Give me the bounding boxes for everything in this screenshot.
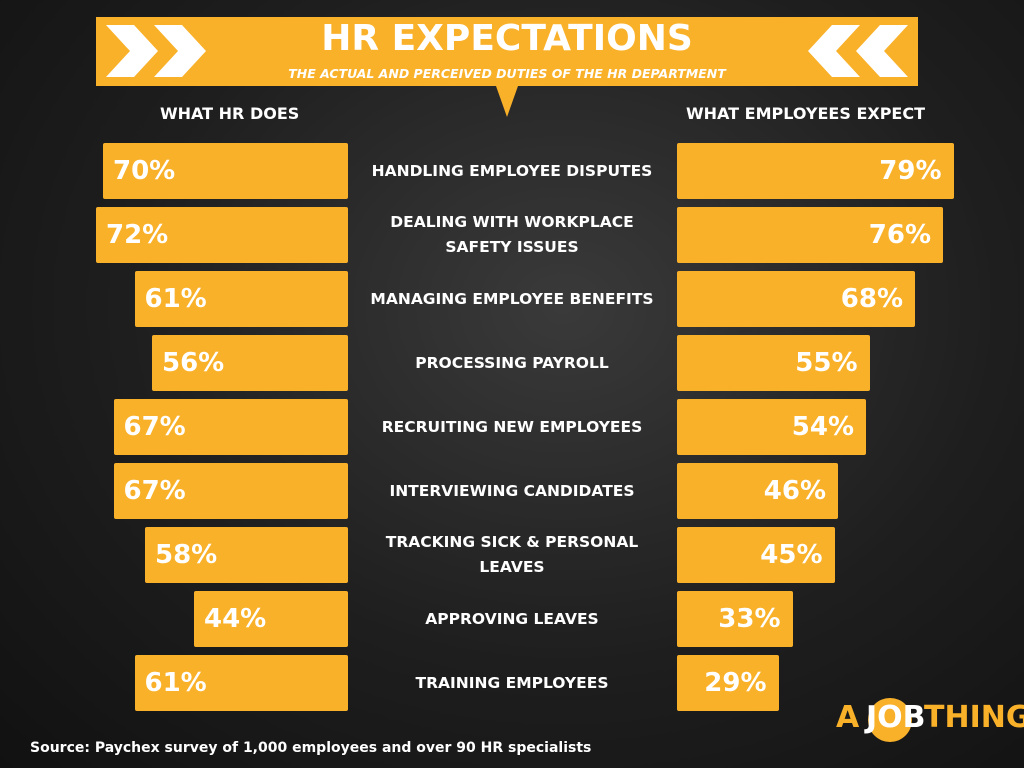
- source-note: Source: Paychex survey of 1,000 employee…: [30, 740, 592, 756]
- legend-right: WHAT EMPLOYEES EXPECT: [686, 104, 926, 123]
- category-label: TRAINING EMPLOYEES: [415, 673, 609, 692]
- value-label: 76%: [868, 220, 931, 250]
- category-label: PROCESSING PAYROLL: [415, 353, 609, 372]
- bar: [677, 143, 954, 199]
- value-label: 55%: [795, 348, 858, 378]
- bar: [677, 271, 915, 327]
- bar: [677, 655, 779, 711]
- bar: [677, 399, 866, 455]
- value-label: 70%: [113, 156, 176, 186]
- bar: [677, 463, 838, 519]
- category-label: MANAGING EMPLOYEE BENEFITS: [370, 289, 654, 308]
- bar: [677, 527, 835, 583]
- bar: [96, 207, 348, 263]
- category-label: DEALING WITH WORKPLACE SAFETY ISSUES: [390, 213, 634, 256]
- value-label: 45%: [760, 540, 823, 570]
- category-label: APPROVING LEAVES: [425, 609, 599, 628]
- bar: [677, 591, 793, 647]
- chart-subtitle: THE ACTUAL AND PERCEIVED DUTIES OF THE H…: [288, 66, 726, 81]
- category-label: INTERVIEWING CANDIDATES: [389, 481, 635, 500]
- title-banner: [96, 17, 918, 86]
- value-label: 33%: [718, 604, 781, 634]
- value-label: 61%: [144, 284, 207, 314]
- value-label: 67%: [123, 412, 186, 442]
- value-label: 58%: [155, 540, 218, 570]
- value-label: 29%: [704, 668, 767, 698]
- category-label: RECRUITING NEW EMPLOYEES: [381, 417, 643, 436]
- value-label: 46%: [763, 476, 826, 506]
- chart-title: HR EXPECTATIONS: [321, 18, 693, 59]
- bar: [152, 335, 348, 391]
- value-label: 67%: [123, 476, 186, 506]
- bar: [677, 335, 870, 391]
- bar: [113, 463, 348, 519]
- logo-a: A: [836, 700, 860, 735]
- value-label: 61%: [144, 668, 207, 698]
- value-label: 79%: [879, 156, 942, 186]
- category-label: TRACKING SICK & PERSONAL LEAVES: [385, 533, 639, 576]
- value-label: 54%: [791, 412, 854, 442]
- bar: [134, 271, 348, 327]
- logo-circle: [868, 698, 912, 742]
- bar: [134, 655, 348, 711]
- value-label: 44%: [204, 604, 267, 634]
- bar: [194, 591, 348, 647]
- bar: [145, 527, 348, 583]
- bar: [113, 399, 348, 455]
- category-label: HANDLING EMPLOYEE DISPUTES: [371, 161, 653, 180]
- banner-decor: [106, 25, 908, 117]
- value-label: 68%: [840, 284, 903, 314]
- bar: [103, 143, 348, 199]
- legend-left: WHAT HR DOES: [160, 104, 300, 123]
- value-label: 56%: [162, 348, 225, 378]
- bar: [677, 207, 943, 263]
- value-label: 72%: [106, 220, 169, 250]
- logo-job: JOB: [866, 700, 926, 735]
- logo-thing: THING: [924, 700, 1024, 735]
